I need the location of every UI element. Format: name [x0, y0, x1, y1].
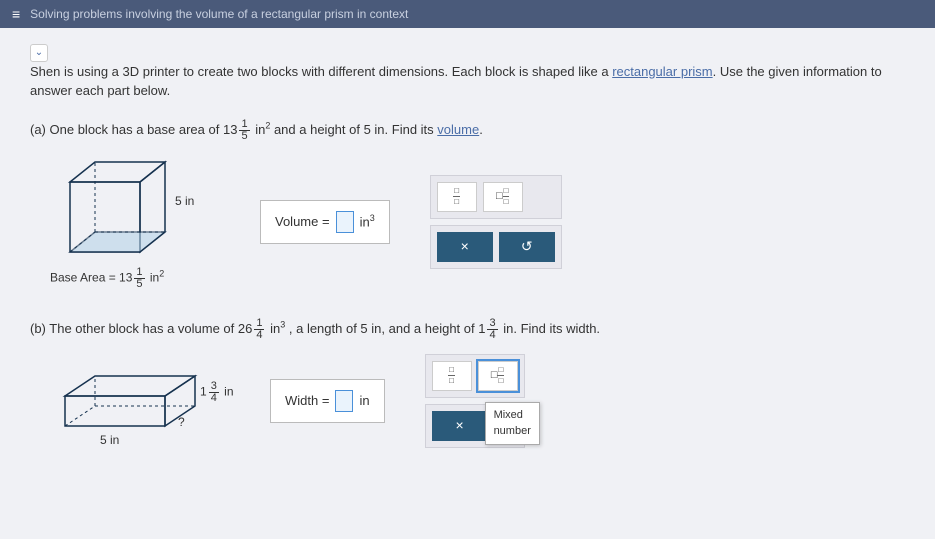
mixed-fraction-icon-b: □□ — [497, 365, 504, 386]
format-tools-b: □□ □□□ — [425, 354, 525, 398]
part-a-prompt: (a) One block has a base area of 1315 in… — [30, 119, 905, 142]
fraction-icon-b: □□ — [448, 365, 455, 386]
volume-answer-box: Volume = in3 — [260, 200, 390, 244]
part-b-hfrac: 34 — [487, 318, 497, 341]
width-input[interactable] — [335, 390, 353, 412]
part-b-text2: , a length of 5 in, and a height of — [289, 321, 478, 336]
width-unit: in — [359, 391, 369, 411]
clear-button-b[interactable]: × — [432, 411, 488, 441]
action-tools-b: × Mixed number — [425, 404, 525, 448]
width-answer-box: Width = in — [270, 379, 385, 423]
mixed-number-button-b[interactable]: □□□ — [478, 361, 518, 391]
part-b-text3: in. Find its width. — [503, 321, 600, 336]
content-area: ⌄ Shen is using a 3D printer to create t… — [0, 28, 935, 491]
part-a-whole: 13 — [223, 122, 237, 137]
prism-height-label: 134 in — [200, 381, 234, 404]
fraction-button[interactable]: □□ — [437, 182, 477, 212]
width-label: Width = — [285, 391, 329, 411]
prism-width-label: ? — [178, 413, 185, 431]
cube-base-label: Base Area = 1315 in2 — [50, 267, 164, 290]
part-a-period: . — [479, 122, 483, 137]
part-a-unit: in — [255, 122, 265, 137]
action-tools-a: × ↺ — [430, 225, 562, 269]
lesson-title: Solving problems involving the volume of… — [30, 7, 408, 21]
mixed-fraction-icon: □□ — [503, 186, 510, 207]
part-b-text1: The other block has a volume of — [49, 321, 238, 336]
chevron-down-icon[interactable]: ⌄ — [30, 44, 48, 62]
format-tools-a: □□ □□□ — [430, 175, 562, 219]
part-b: (b) The other block has a volume of 2614… — [30, 318, 905, 451]
volume-unit: in3 — [360, 212, 375, 232]
undo-button[interactable]: ↺ — [499, 232, 555, 262]
fraction-icon: □□ — [453, 186, 460, 207]
part-a-fraction: 15 — [239, 119, 249, 142]
part-a: (a) One block has a base area of 1315 in… — [30, 119, 905, 292]
part-b-hwhole: 1 — [478, 321, 485, 336]
part-b-vfrac: 14 — [254, 318, 264, 341]
tool-panel-a: □□ □□□ × ↺ — [430, 175, 562, 269]
rectangular-prism-link[interactable]: rectangular prism — [612, 64, 712, 79]
part-a-text2: and a height of 5 in. Find its — [274, 122, 437, 137]
mixed-number-button[interactable]: □□□ — [483, 182, 523, 212]
menu-icon[interactable]: ≡ — [12, 6, 20, 22]
cube-height-label: 5 in — [175, 192, 194, 210]
part-a-sup: 2 — [265, 120, 270, 130]
lesson-header: ≡ Solving problems involving the volume … — [0, 0, 935, 28]
part-b-vwhole: 26 — [238, 321, 252, 336]
part-b-label: (b) — [30, 321, 46, 336]
part-a-row: 5 in Base Area = 1315 in2 Volume = in3 □… — [50, 152, 905, 292]
cube-figure: 5 in Base Area = 1315 in2 — [50, 152, 220, 292]
tool-panel-b: □□ □□□ × Mixed number — [425, 354, 525, 448]
volume-label: Volume = — [275, 212, 330, 232]
clear-button[interactable]: × — [437, 232, 493, 262]
intro-part1: Shen is using a 3D printer to create two… — [30, 64, 612, 79]
part-b-sup: 3 — [280, 319, 285, 329]
part-b-prompt: (b) The other block has a volume of 2614… — [30, 318, 905, 341]
part-a-text1: One block has a base area of — [50, 122, 223, 137]
intro-text: Shen is using a 3D printer to create two… — [30, 62, 905, 101]
part-b-unit: in — [270, 321, 280, 336]
part-b-row: 134 in ? 5 in Width = in □□ □□□ — [50, 351, 905, 451]
mixed-number-tooltip: Mixed number — [485, 402, 540, 445]
prism-length-label: 5 in — [100, 431, 119, 449]
volume-input[interactable] — [336, 211, 354, 233]
part-a-label: (a) — [30, 122, 46, 137]
volume-link[interactable]: volume — [437, 122, 479, 137]
prism-figure: 134 in ? 5 in — [50, 351, 230, 451]
fraction-button-b[interactable]: □□ — [432, 361, 472, 391]
